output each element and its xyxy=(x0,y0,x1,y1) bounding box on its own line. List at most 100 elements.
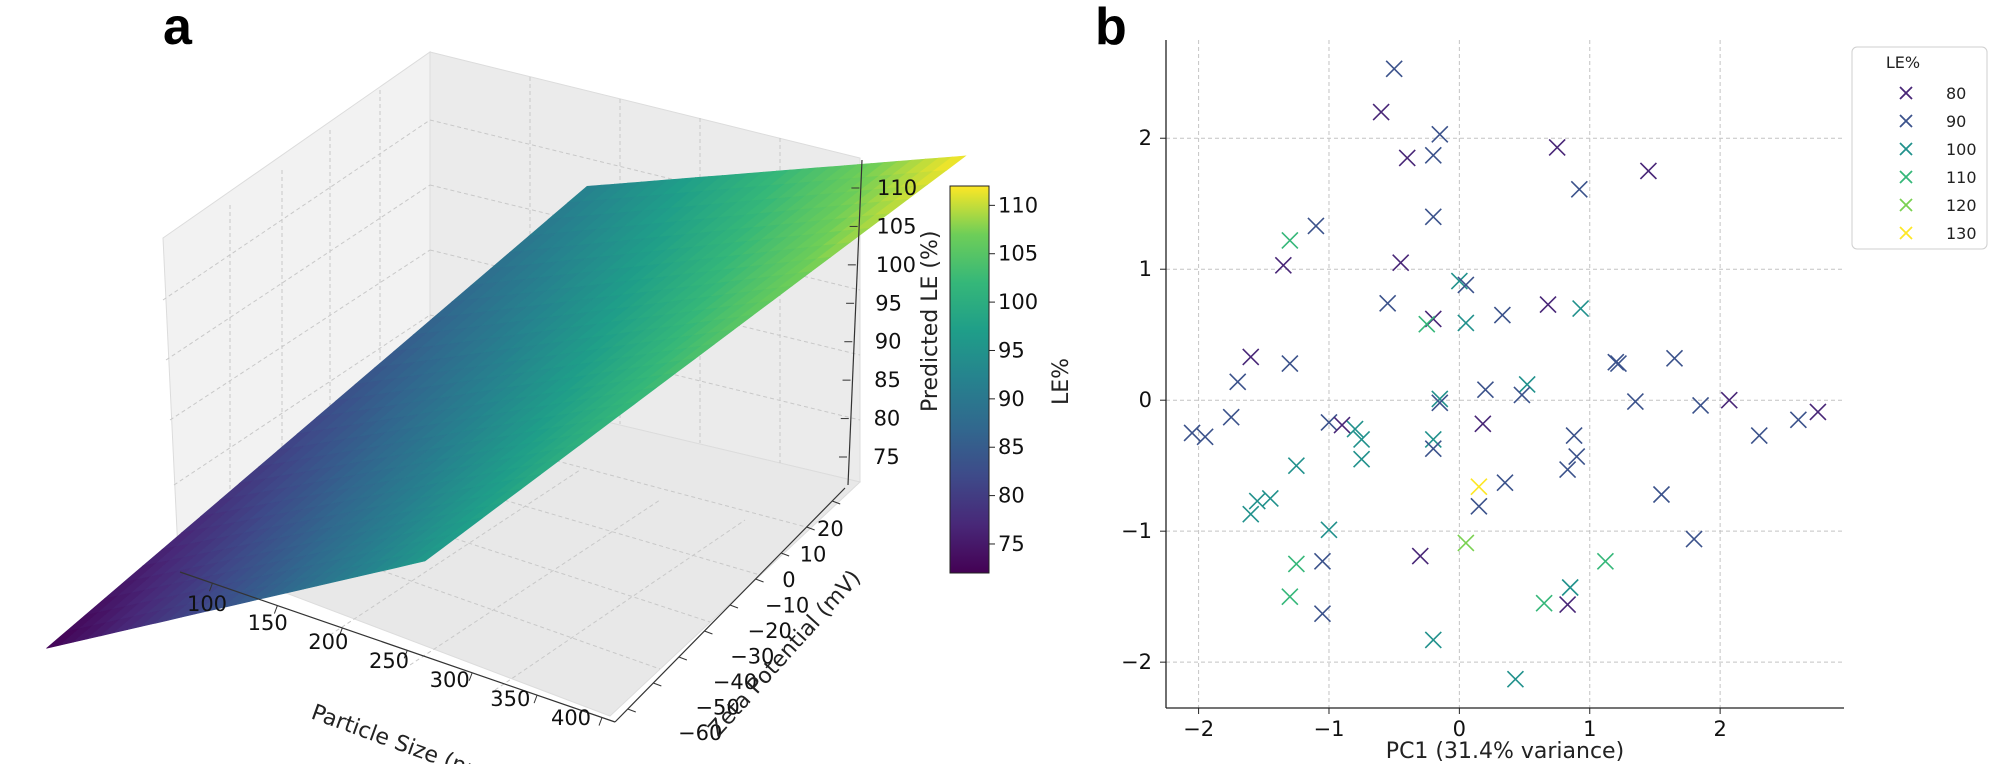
x-tick-mark xyxy=(338,627,343,637)
scatter-point xyxy=(1506,670,1524,688)
colorbar xyxy=(949,185,990,574)
x-tick-mark xyxy=(273,605,278,614)
scatter-point xyxy=(1385,60,1403,78)
z-tick-label: 75 xyxy=(873,445,900,469)
grid xyxy=(1166,40,1844,708)
legend-marker xyxy=(1899,226,1913,240)
scatter-point xyxy=(1457,276,1475,294)
legend-item: 80 xyxy=(1899,84,1966,103)
scatter-point xyxy=(1559,461,1577,479)
scatter-point xyxy=(1518,375,1536,394)
scatter-point xyxy=(1457,314,1475,332)
x-tick-label: 400 xyxy=(551,706,591,730)
x-ticks: 100 150 200 250 300 350 400 xyxy=(187,583,603,730)
panel-b-scatter: b −2 −1 0 1 2 −2 −1 0 1 2 PC1 (31.4% variance) LE… xyxy=(1095,0,1988,764)
legend-item: 130 xyxy=(1899,224,1977,243)
x-tick-mark xyxy=(208,583,213,592)
scatter-point xyxy=(1750,426,1768,445)
scatter-point xyxy=(1274,256,1292,274)
colorbar-tick-label: 100 xyxy=(998,290,1038,314)
x-axis-label: Particle Size (nm) xyxy=(308,700,498,764)
scatter-point xyxy=(1424,208,1442,226)
scatter-point xyxy=(1685,530,1703,548)
scatter-point xyxy=(1424,440,1442,458)
scatter-point xyxy=(1665,349,1684,367)
scatter-point xyxy=(1607,353,1625,371)
scatter-point xyxy=(1418,315,1436,333)
x-tick-mark xyxy=(533,694,538,704)
legend-label: 100 xyxy=(1946,140,1977,159)
y-tick-label: −10 xyxy=(765,594,809,618)
x-tick-label: 0 xyxy=(1453,717,1466,741)
scatter-point xyxy=(1222,408,1240,426)
y-tick-mark xyxy=(729,604,739,609)
scatter-point xyxy=(1248,492,1266,510)
y-tick-label: −40 xyxy=(713,670,757,694)
scatter-point xyxy=(1470,497,1488,515)
z-tick-label: 85 xyxy=(874,368,901,392)
x-tick-label: −2 xyxy=(1183,717,1214,741)
scatter-point xyxy=(1570,180,1588,198)
legend-marker xyxy=(1899,198,1913,212)
colorbar-tick-label: 95 xyxy=(998,338,1025,362)
x-tick-label: 150 xyxy=(248,611,288,635)
x-tick-label: 100 xyxy=(187,592,227,616)
scatter-point xyxy=(1424,146,1442,164)
scatter-point xyxy=(1313,552,1332,570)
legend-item: 100 xyxy=(1899,140,1977,159)
scatter-point xyxy=(1379,294,1397,312)
legend-label: 90 xyxy=(1946,112,1966,131)
z-tick-label: 90 xyxy=(875,330,902,354)
scatter-point xyxy=(1424,631,1442,649)
legend-label: 80 xyxy=(1946,84,1966,103)
scatter-point xyxy=(1565,426,1583,445)
scatter-point xyxy=(1431,125,1449,143)
x-tick-label: −1 xyxy=(1313,717,1344,741)
scatter-point xyxy=(1183,424,1201,442)
panel-a-3d-surface: a xyxy=(46,0,1074,764)
colorbar-label: LE% xyxy=(1049,358,1074,405)
legend: LE% 80 90 100 110 120 130 xyxy=(1851,46,1988,250)
scatter-point xyxy=(1652,485,1671,504)
scatter-point xyxy=(1281,231,1299,249)
y-tick-mark xyxy=(678,656,688,661)
x-tick-label: 350 xyxy=(490,687,530,711)
scatter-point xyxy=(1333,416,1351,434)
z-tick-label: 105 xyxy=(876,214,916,238)
surface-layer xyxy=(46,155,967,649)
y-tick-label: −60 xyxy=(678,721,722,745)
scatter-point xyxy=(1513,386,1531,404)
x-tick-label: 250 xyxy=(369,649,409,673)
scatter-point xyxy=(1431,394,1449,412)
colorbar-tick-label: 90 xyxy=(998,387,1025,411)
scatter-point xyxy=(1572,299,1590,318)
legend-label: 130 xyxy=(1946,224,1977,243)
scatter-point xyxy=(1609,354,1628,373)
scatter-points xyxy=(1183,60,1827,688)
scatter-point xyxy=(1424,430,1442,449)
legend-item: 120 xyxy=(1899,196,1977,215)
scatter-point xyxy=(1596,552,1614,570)
scatter-point xyxy=(1353,430,1371,449)
scatter-point xyxy=(1287,555,1305,573)
scatter-point xyxy=(1474,415,1492,433)
colorbar-tick-label: 85 xyxy=(998,435,1025,459)
y-tick-label: −50 xyxy=(695,696,739,720)
scatter-point xyxy=(1720,391,1738,409)
colorbar-tick-label: 105 xyxy=(998,242,1038,266)
legend-box xyxy=(1851,46,1988,250)
scatter-point xyxy=(1411,547,1429,565)
y-tick-label: −20 xyxy=(748,619,792,643)
scatter-point xyxy=(1307,217,1325,235)
colorbar-tick-label: 80 xyxy=(998,484,1025,508)
scatter-point xyxy=(1398,149,1416,167)
scatter-point xyxy=(1196,428,1214,446)
scatter-point xyxy=(1548,138,1566,156)
panel-a-label: a xyxy=(163,0,193,56)
y-tick-label: 0 xyxy=(1139,388,1152,412)
legend-marker xyxy=(1899,170,1913,184)
scatter-point xyxy=(1242,505,1260,523)
axis-ticks: −2 −1 0 1 2 −2 −1 0 1 2 xyxy=(1121,126,1727,741)
